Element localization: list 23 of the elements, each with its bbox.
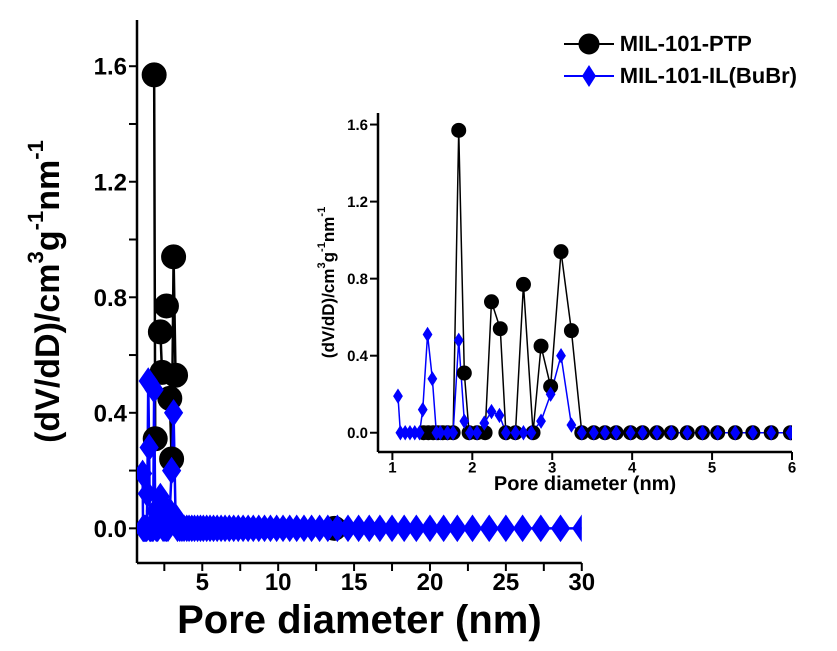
y-tick-label: 0.4: [347, 348, 369, 366]
y-tick-label: 1.6: [347, 116, 368, 134]
y-tick-label: 1.6: [94, 54, 127, 81]
legend-label: MIL-101-PTP: [620, 31, 752, 57]
x-tick-label: 6: [788, 460, 796, 477]
y-tick-label: 0.0: [94, 516, 127, 543]
x-tick-label: 25: [492, 569, 520, 596]
legend-label: MIL-101-IL(BuBr): [620, 63, 797, 89]
x-tick-label: 1: [388, 460, 397, 477]
x-tick-label: 30: [568, 569, 596, 596]
x-tick-label: 15: [340, 569, 368, 596]
y-tick-label: 0.0: [347, 425, 368, 442]
x-tick-label: 5: [708, 460, 716, 477]
y-tick-label: 0.8: [347, 270, 368, 288]
y-tick-label: 0.8: [94, 284, 127, 312]
x-axis-title: Pore diameter (nm): [177, 598, 542, 642]
y-tick-label: 1.2: [347, 194, 368, 211]
x-tick-label: 20: [416, 569, 444, 596]
x-tick-label: 5: [196, 569, 209, 596]
y-tick-label: 0.4: [94, 400, 128, 428]
x-tick-label: 2: [468, 460, 476, 477]
y-tick-label: 1.2: [94, 169, 127, 196]
x-tick-label: 10: [264, 569, 292, 596]
